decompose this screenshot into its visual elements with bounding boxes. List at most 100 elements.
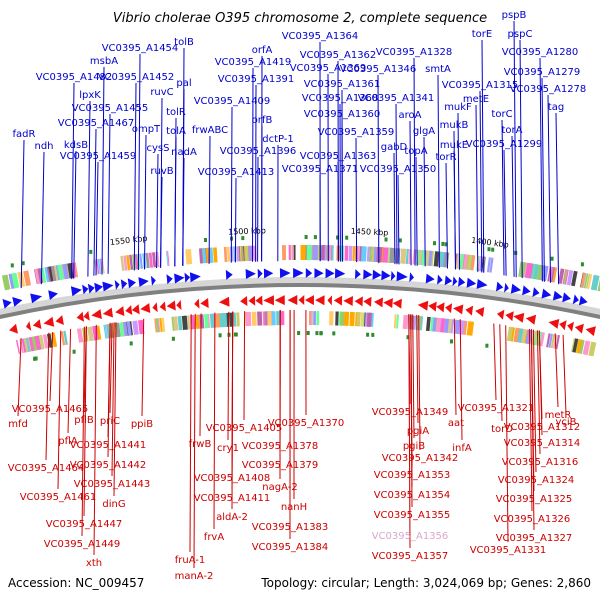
gene-label-ycib[interactable]: yciB — [555, 417, 576, 428]
gene-label-ruvb[interactable]: ruvB — [150, 166, 173, 177]
gene-label-alda-2[interactable]: aldA-2 — [216, 512, 248, 523]
gene-label-ruvc[interactable]: ruvC — [150, 87, 173, 98]
gene-label-vc0395-a1328[interactable]: VC0395_A1328 — [376, 47, 453, 58]
gene-label-msba[interactable]: msbA — [90, 56, 118, 67]
gene-label-vc0395-a1379[interactable]: VC0395_A1379 — [242, 460, 319, 471]
gene-label-aroa[interactable]: aroA — [399, 110, 422, 121]
gene-label-vc0395-a1331[interactable]: VC0395_A1331 — [470, 545, 547, 556]
gene-label-vc0395-a1378[interactable]: VC0395_A1378 — [242, 441, 319, 452]
gene-label-metr[interactable]: metR — [545, 410, 572, 421]
gene-label-ppib[interactable]: ppiB — [131, 419, 153, 430]
gene-label-glga[interactable]: glgA — [413, 126, 435, 137]
gene-label-vc0395-a1356[interactable]: VC0395_A1356 — [372, 531, 449, 542]
gene-label-pspb[interactable]: pspB — [502, 10, 527, 21]
gene-label-vc0395-a1350[interactable]: VC0395_A1350 — [360, 164, 437, 175]
gene-label-vc0395-a1452[interactable]: VC0395_A1452 — [98, 72, 175, 83]
gene-label-vc0395-a1443[interactable]: VC0395_A1443 — [74, 479, 151, 490]
gene-label-mukb[interactable]: mukB — [440, 120, 469, 131]
gene-label-vc0395-a1327[interactable]: VC0395_A1327 — [496, 533, 573, 544]
gene-label-tore[interactable]: torE — [472, 29, 492, 40]
gene-label-vc0395-a1482[interactable]: VC0395_A1482 — [36, 72, 113, 83]
gene-label-vc0395-a1454[interactable]: VC0395_A1454 — [102, 43, 179, 54]
gene-label-pal[interactable]: pal — [176, 78, 191, 89]
gene-label-vc0395-a1342[interactable]: VC0395_A1342 — [382, 453, 459, 464]
gene-label-vc0395-a1321[interactable]: VC0395_A1321 — [458, 403, 535, 414]
gene-label-vc0395-a1353[interactable]: VC0395_A1353 — [374, 470, 451, 481]
gene-label-vc0395-a1459[interactable]: VC0395_A1459 — [60, 151, 137, 162]
gene-label-kdsb[interactable]: kdsB — [64, 140, 88, 151]
gene-label-torc[interactable]: torC — [491, 109, 512, 120]
gene-label-mete[interactable]: metE — [463, 94, 489, 105]
gene-label-vc0395-a1371[interactable]: VC0395_A1371 — [282, 164, 359, 175]
gene-label-dctp-1[interactable]: dctP-1 — [262, 134, 294, 145]
gene-label-vc0395-a1363[interactable]: VC0395_A1363 — [300, 151, 377, 162]
gene-label-torr[interactable]: torR — [435, 152, 456, 163]
gene-label-vc0395-a1359[interactable]: VC0395_A1359 — [318, 127, 395, 138]
gene-label-vc0395-a1325[interactable]: VC0395_A1325 — [496, 494, 573, 505]
gene-label-vc0395-a1346[interactable]: VC0395_A1346 — [340, 64, 417, 75]
gene-label-vc0395-a1354[interactable]: VC0395_A1354 — [374, 490, 451, 501]
gene-label-vc0395-a1391[interactable]: VC0395_A1391 — [218, 74, 295, 85]
gene-label-tolr[interactable]: tolR — [166, 107, 186, 118]
gene-label-topa[interactable]: topA — [404, 146, 427, 157]
gene-label-vc0395-a1341[interactable]: VC0395_A1341 — [358, 93, 435, 104]
gene-label-fadr[interactable]: fadR — [13, 129, 36, 140]
gene-label-xth[interactable]: xth — [86, 558, 102, 569]
gene-label-vc0395-a1279[interactable]: VC0395_A1279 — [504, 67, 581, 78]
gene-label-naga-2[interactable]: nagA-2 — [262, 482, 297, 493]
gene-label-ndh[interactable]: ndh — [34, 141, 53, 152]
gene-label-vc0395-a1467[interactable]: VC0395_A1467 — [58, 118, 135, 129]
gene-label-tag[interactable]: tag — [548, 102, 564, 113]
gene-label-cry1[interactable]: cry1 — [217, 443, 239, 454]
gene-label-mana-2[interactable]: manA-2 — [175, 571, 214, 582]
gene-label-orfb[interactable]: orfB — [252, 115, 273, 126]
gene-label-vc0395-a1442[interactable]: VC0395_A1442 — [70, 460, 147, 471]
gene-label-vc0395-a1361[interactable]: VC0395_A1361 — [304, 79, 381, 90]
gene-label-mfd[interactable]: mfd — [8, 419, 28, 430]
gene-label-ding[interactable]: dinG — [102, 499, 125, 510]
gene-label-pric[interactable]: priC — [100, 416, 120, 427]
gene-label-vc0395-a1384[interactable]: VC0395_A1384 — [252, 542, 329, 553]
gene-label-vc0395-a1383[interactable]: VC0395_A1383 — [252, 522, 329, 533]
gene-label-vc0395-a1396[interactable]: VC0395_A1396 — [220, 146, 297, 157]
gene-label-mukf[interactable]: mukF — [444, 102, 472, 113]
gene-label-gabd[interactable]: gabD — [381, 142, 408, 153]
gene-label-tord[interactable]: torD — [491, 424, 513, 435]
gene-label-pspc[interactable]: pspC — [508, 29, 533, 40]
gene-label-infa[interactable]: infA — [452, 443, 472, 454]
gene-label-vc0395-a1312[interactable]: VC0395_A1312 — [504, 422, 581, 433]
gene-label-vc0395-a1461[interactable]: VC0395_A1461 — [20, 492, 97, 503]
gene-label-vc0395-a1408[interactable]: VC0395_A1408 — [194, 473, 271, 484]
gene-label-ompt[interactable]: ompT — [132, 124, 161, 135]
gene-label-vc0395-a1409[interactable]: VC0395_A1409 — [194, 96, 271, 107]
gene-label-vc0395-a1449[interactable]: VC0395_A1449 — [44, 539, 121, 550]
gene-label-pflb[interactable]: pflB — [74, 415, 94, 426]
gene-label-vc0395-a1316[interactable]: VC0395_A1316 — [502, 457, 579, 468]
gene-label-vc0395-a1357[interactable]: VC0395_A1357 — [372, 551, 449, 562]
gene-label-tolb[interactable]: tolB — [174, 37, 194, 48]
gene-label-pfla[interactable]: pflA — [58, 436, 78, 447]
gene-label-vc0395-a1326[interactable]: VC0395_A1326 — [494, 514, 571, 525]
gene-label-vc0395-a1464[interactable]: VC0395_A1464 — [8, 463, 85, 474]
gene-label-vc0395-a1419[interactable]: VC0395_A1419 — [215, 57, 292, 68]
gene-label-pgib[interactable]: pgiB — [403, 441, 425, 452]
gene-label-vc0395-a1369[interactable]: VC0395_A1369 — [290, 63, 367, 74]
gene-label-vc0395-a1364[interactable]: VC0395_A1364 — [282, 31, 359, 42]
gene-label-vc0395-a1280[interactable]: VC0395_A1280 — [502, 47, 579, 58]
gene-label-vc0395-a1465[interactable]: VC0395_A1465 — [12, 404, 89, 415]
gene-label-vc0395-a1349[interactable]: VC0395_A1349 — [372, 407, 449, 418]
gene-label-tora[interactable]: torA — [502, 125, 523, 136]
gene-label-vc0395-a1362[interactable]: VC0395_A1362 — [300, 50, 377, 61]
gene-label-muke[interactable]: mukE — [440, 140, 468, 151]
gene-label-vc0395-a1370[interactable]: VC0395_A1370 — [268, 418, 345, 429]
gene-label-frva[interactable]: frvA — [204, 532, 225, 543]
gene-label-frua-1[interactable]: fruA-1 — [175, 555, 206, 566]
gene-label-vc0395-a1324[interactable]: VC0395_A1324 — [498, 475, 575, 486]
gene-label-vc0395-a1355[interactable]: VC0395_A1355 — [374, 510, 451, 521]
gene-label-vc0395-a1299[interactable]: VC0395_A1299 — [466, 139, 543, 150]
gene-label-vc0395-a1368[interactable]: VC0395_A1368 — [302, 93, 379, 104]
gene-label-vc0395-a1411[interactable]: VC0395_A1411 — [194, 493, 271, 504]
gene-label-smta[interactable]: smtA — [425, 64, 451, 75]
gene-label-vc0395-a1360[interactable]: VC0395_A1360 — [304, 109, 381, 120]
